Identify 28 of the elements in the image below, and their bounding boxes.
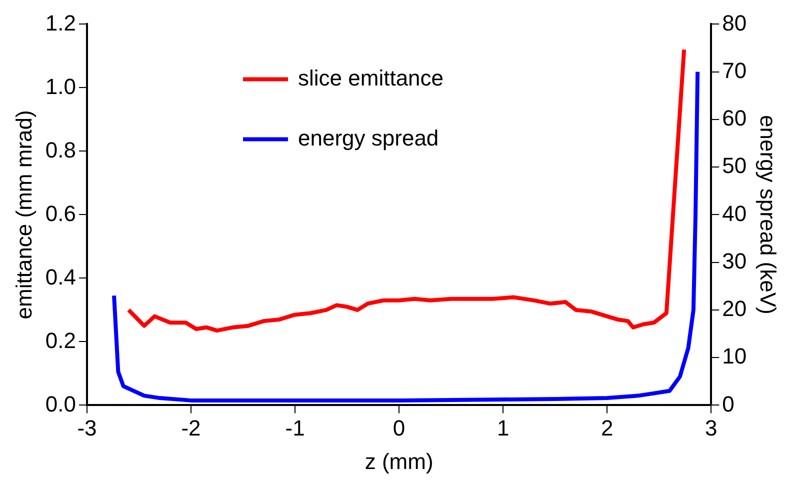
x-axis-title: z (mm) [364, 448, 434, 474]
y-tick-label: 0.2 [45, 328, 76, 353]
y-tick-label: 0.6 [45, 200, 76, 226]
y2-tick-label: 50 [722, 153, 747, 178]
y-tick-label: 1.2 [45, 10, 76, 36]
y-tick-label: 1.0 [45, 74, 76, 99]
y2-tick-label: 60 [722, 106, 747, 131]
y2-tick-label: 10 [722, 344, 747, 369]
y2-axis-title: energy spread (keV) [756, 115, 781, 314]
x-tick-label: -3 [77, 415, 97, 440]
y2-tick-label: 20 [722, 296, 747, 322]
x-tick-label: -2 [181, 415, 201, 440]
legend-label: slice emittance [298, 65, 444, 90]
y2-tick-label: 80 [722, 10, 747, 36]
y-tick-label: 0.8 [45, 137, 76, 162]
y2-tick-label: 30 [722, 248, 747, 274]
x-tick-label: 3 [705, 415, 718, 440]
y2-tick-label: 0 [722, 391, 734, 416]
x-tick-label: -1 [285, 415, 305, 440]
y2-tick-label: 40 [722, 200, 747, 226]
x-tick-label: 2 [600, 415, 614, 440]
y2-tick-label: 70 [722, 58, 747, 83]
x-tick-label: 1 [496, 415, 510, 440]
y-axis-title: emittance (mm mrad) [11, 110, 36, 320]
x-tick-label: 0 [392, 415, 406, 440]
legend-label: energy spread [298, 125, 439, 150]
y-tick-label: 0.4 [45, 264, 76, 290]
y-tick-label: 0.0 [45, 391, 76, 416]
